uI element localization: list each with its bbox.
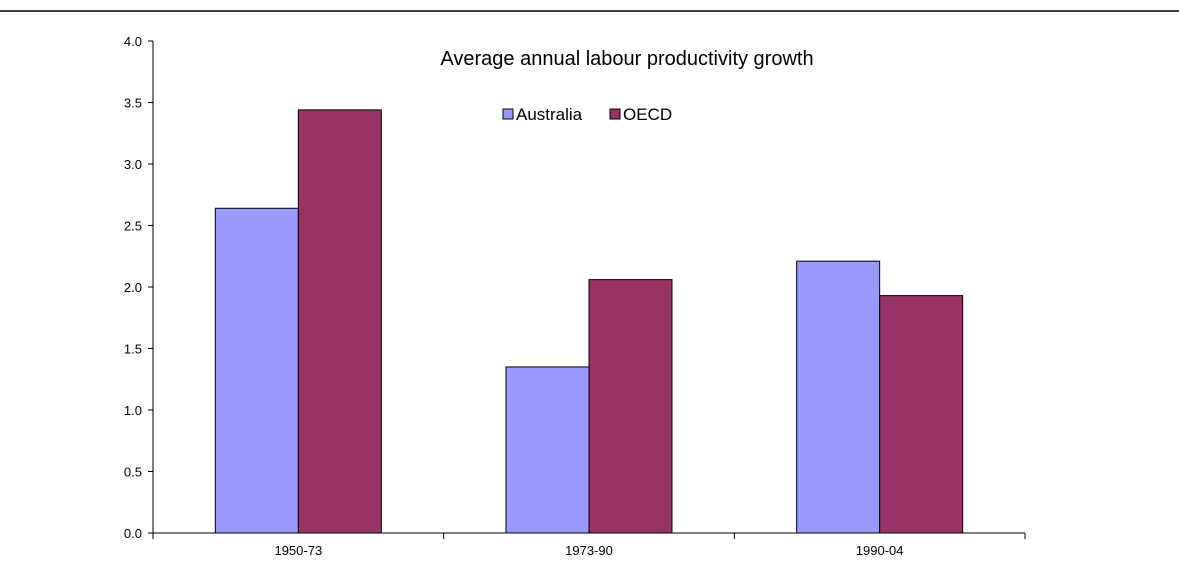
x-tick-label: 1990-04 — [856, 543, 904, 558]
y-tick-label: 3.5 — [124, 96, 142, 111]
x-axis-ticks: 1950-73 1973-90 1990-04 — [152, 533, 1026, 558]
y-axis-ticks: 0.0 0.5 1.0 1.5 2.0 2.5 3.0 3.5 4.0 — [124, 34, 153, 541]
x-tick-label: 1950-73 — [274, 543, 322, 558]
legend-swatch-oecd — [609, 108, 621, 120]
y-tick-label: 4.0 — [124, 34, 142, 49]
bar-australia-1973-90 — [505, 366, 590, 534]
y-tick-label: 0.0 — [124, 526, 142, 541]
bar-oecd-1990-04 — [879, 295, 964, 534]
y-tick-label: 2.0 — [124, 280, 142, 295]
bar-oecd-1950-73 — [297, 109, 382, 534]
chart-title: Average annual labour productivity growt… — [440, 48, 813, 70]
legend-swatch-australia — [502, 108, 514, 120]
x-tick-label: 1973-90 — [565, 543, 613, 558]
y-tick-label: 0.5 — [124, 465, 142, 480]
y-tick-label: 3.0 — [124, 157, 142, 172]
y-tick-label: 1.0 — [124, 403, 142, 418]
y-tick-label: 1.5 — [124, 342, 142, 357]
bar-australia-1990-04 — [796, 260, 881, 534]
bar-australia-1950-73 — [214, 207, 299, 534]
bars-group — [214, 109, 964, 534]
legend: Australia OECD — [502, 105, 672, 124]
legend-label-australia: Australia — [516, 105, 583, 124]
legend-label-oecd: OECD — [623, 105, 672, 124]
y-tick-label: 2.5 — [124, 219, 142, 234]
bar-oecd-1973-90 — [588, 279, 673, 534]
